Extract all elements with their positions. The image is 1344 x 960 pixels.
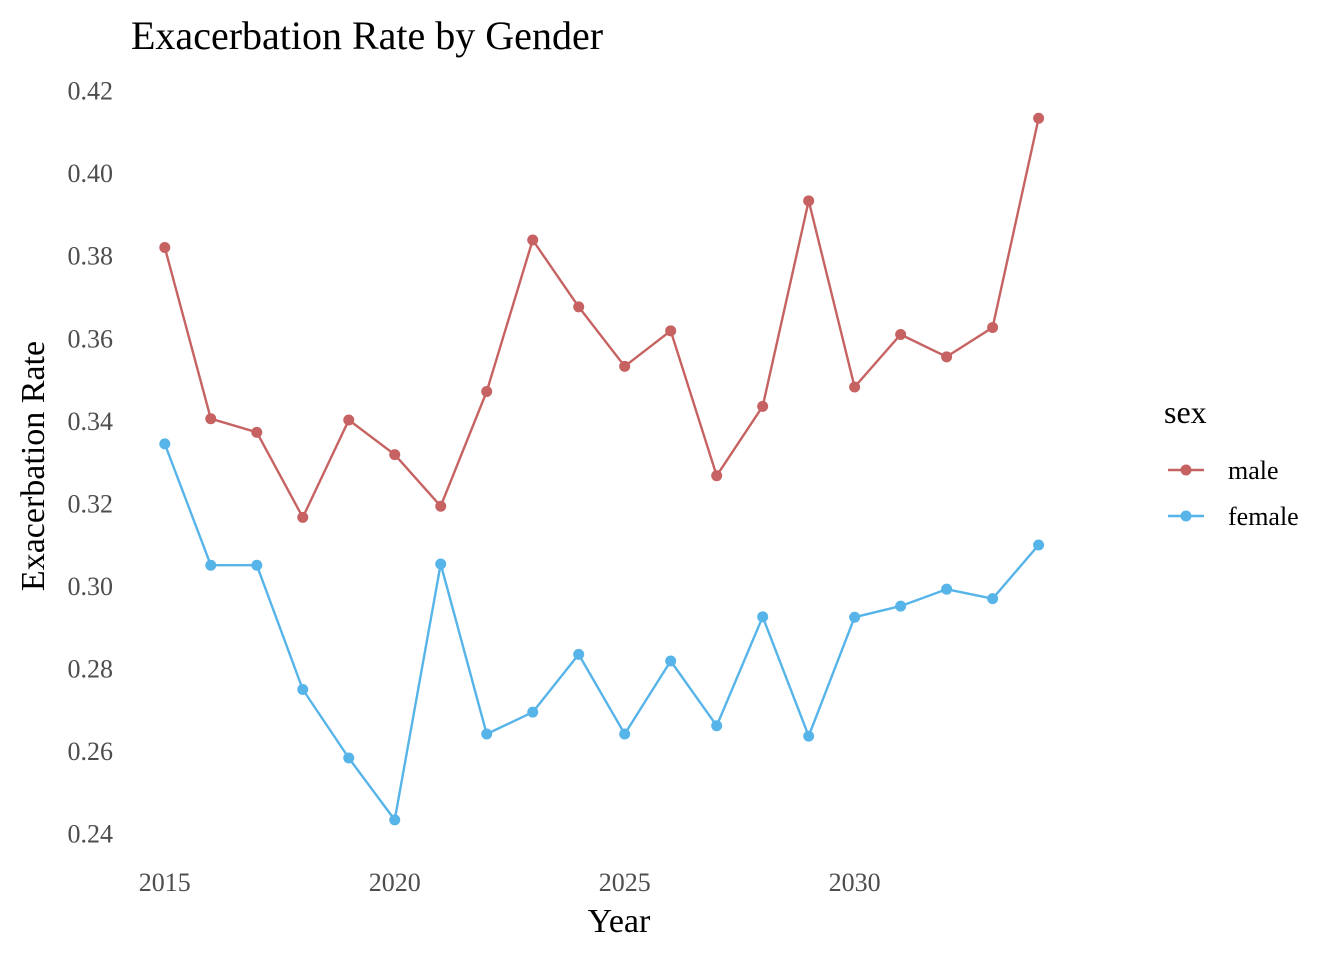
data-point-female [343, 752, 355, 764]
data-point-male [1033, 112, 1045, 124]
data-point-male [849, 381, 861, 393]
legend-title: sex [1164, 394, 1207, 430]
data-point-female [987, 593, 999, 605]
legend-items: male female [1168, 456, 1299, 531]
series-line-female [163, 443, 1040, 822]
chart-title: Exacerbation Rate by Gender [131, 13, 603, 58]
data-point-male [803, 195, 815, 207]
data-point-female [941, 583, 953, 595]
data-point-female [895, 600, 907, 612]
data-point-female [665, 655, 677, 667]
y-axis-ticks: 0.24 0.26 0.28 0.30 0.32 0.34 0.36 0.38 0.40 0.42 [68, 77, 114, 849]
y-tick-label: 0.28 [68, 654, 114, 683]
y-axis-title: Exacerbation Rate [15, 341, 52, 591]
data-point-male [389, 449, 401, 461]
data-point-male [435, 500, 447, 512]
x-tick-label: 2020 [369, 868, 421, 897]
legend-key-point [1180, 464, 1192, 476]
data-point-female [435, 558, 447, 570]
y-tick-label: 0.26 [68, 737, 114, 766]
y-tick-label: 0.38 [68, 242, 114, 271]
plot-series [159, 112, 1045, 826]
y-tick-label: 0.32 [68, 489, 114, 518]
y-tick-label: 0.42 [68, 77, 114, 106]
y-tick-label: 0.24 [68, 819, 114, 848]
data-point-male [297, 511, 309, 523]
data-point-male [159, 241, 171, 253]
data-point-female [297, 683, 309, 695]
y-tick-label: 0.30 [68, 572, 114, 601]
y-tick-label: 0.36 [68, 324, 114, 353]
data-point-female [619, 728, 631, 740]
data-point-female [159, 438, 171, 450]
x-axis-title: Year [588, 903, 651, 940]
data-point-male [573, 301, 585, 313]
data-point-male [205, 413, 217, 425]
legend: sex male female [1164, 394, 1299, 531]
legend-label-male: male [1228, 456, 1279, 485]
data-point-male [665, 325, 677, 337]
data-point-male [987, 322, 999, 334]
data-point-female [481, 728, 493, 740]
y-tick-label: 0.40 [68, 159, 114, 188]
legend-key-point [1180, 510, 1192, 522]
data-point-male [711, 470, 723, 482]
data-point-female [757, 611, 769, 623]
data-point-male [527, 234, 539, 246]
y-tick-label: 0.34 [68, 407, 114, 436]
x-tick-label: 2015 [139, 868, 191, 897]
data-point-male [481, 385, 493, 397]
data-point-male [619, 360, 631, 372]
legend-label-female: female [1228, 502, 1299, 531]
data-point-male [757, 400, 769, 412]
series-line-male [163, 118, 1040, 519]
data-point-female [849, 611, 861, 623]
data-point-female [711, 720, 723, 732]
data-point-female [251, 559, 263, 571]
data-point-female [205, 559, 217, 571]
data-point-female [1033, 539, 1045, 551]
x-tick-label: 2030 [829, 868, 881, 897]
x-tick-label: 2025 [599, 868, 651, 897]
data-point-male [251, 426, 263, 438]
data-point-male [895, 329, 907, 341]
data-point-male [941, 351, 953, 363]
data-point-female [389, 814, 401, 826]
data-point-female [573, 648, 585, 660]
data-point-female [803, 730, 815, 742]
data-point-male [343, 414, 355, 426]
x-axis-ticks: 2015 2020 2025 2030 [139, 868, 881, 897]
data-point-female [527, 706, 539, 718]
